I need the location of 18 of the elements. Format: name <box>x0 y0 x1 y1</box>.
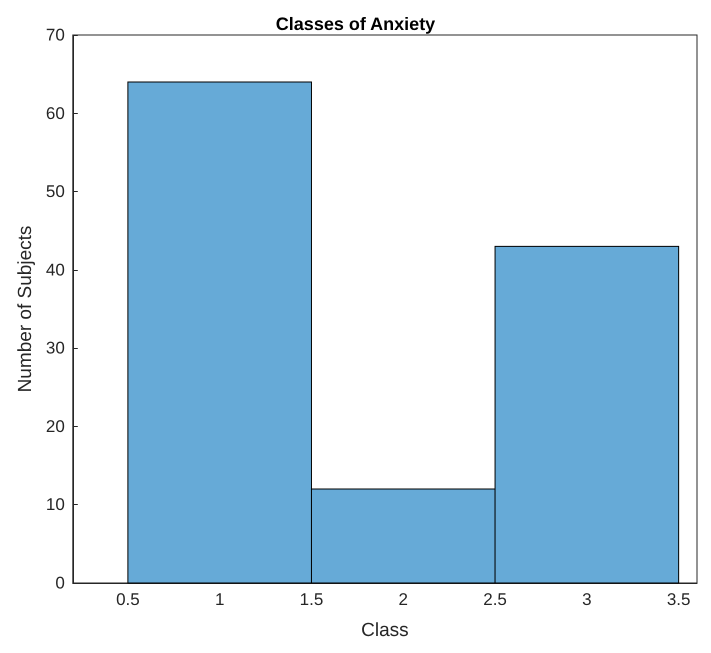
y-tick-label: 40 <box>46 260 65 280</box>
y-tick-label: 20 <box>46 416 65 436</box>
x-tick-label: 1.5 <box>300 590 324 609</box>
x-tick-label: 3 <box>582 590 592 609</box>
x-tick-label: 1 <box>214 590 224 609</box>
y-axis-title: Number of Subjects <box>15 226 36 392</box>
y-tick-label: 60 <box>46 104 65 123</box>
x-tick-label: 2 <box>398 590 408 609</box>
y-tick-label: 10 <box>46 495 65 514</box>
y-tick-label: 50 <box>46 182 65 202</box>
x-tick-label: 0.5 <box>116 590 140 609</box>
y-tick-label: 0 <box>55 574 65 592</box>
x-tick-label: 2.5 <box>483 590 507 609</box>
x-tick-label: 3.5 <box>666 590 690 609</box>
chart-title: Classes of Anxiety <box>276 14 436 34</box>
x-axis-title: Class <box>361 620 409 641</box>
y-tick-label: 30 <box>46 338 65 358</box>
y-tick-label: 70 <box>46 26 65 44</box>
